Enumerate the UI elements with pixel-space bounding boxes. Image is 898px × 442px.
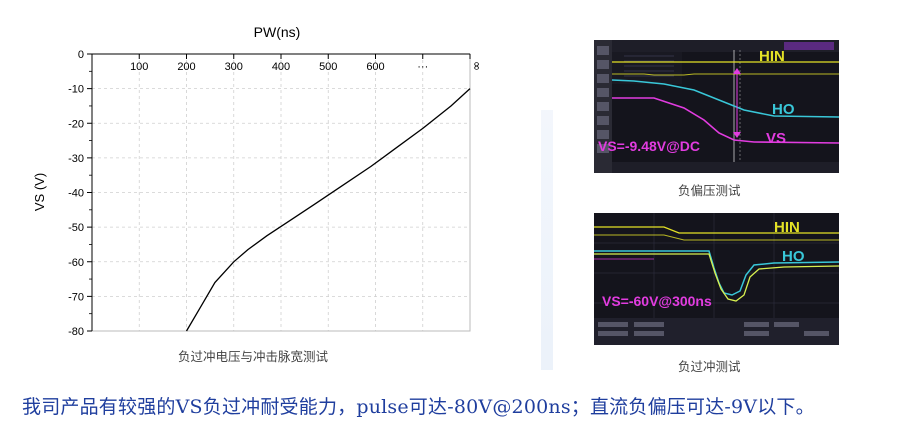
x-tick-label: 500 bbox=[319, 61, 337, 73]
scope-bottom-traces bbox=[594, 213, 839, 345]
decorative-strip bbox=[541, 110, 553, 370]
x-tick-label: 400 bbox=[272, 61, 290, 73]
scope-top-hin-label: HIN bbox=[759, 48, 785, 65]
scope-bottom-hin-label: HIN bbox=[774, 219, 800, 236]
x-tick-label: 600 bbox=[366, 61, 384, 73]
scope-top-measurement: VS=-9.48V@DC bbox=[598, 138, 700, 154]
y-axis-label: VS (V) bbox=[32, 173, 47, 211]
scope-bottom-ho-label: HO bbox=[782, 248, 805, 265]
grid-lines bbox=[92, 54, 470, 332]
scope-bottom-measurement: VS=-60V@300ns bbox=[602, 293, 712, 309]
x-tick-label: 300 bbox=[225, 61, 243, 73]
main-chart-caption: 负过冲电压与冲击脉宽测试 bbox=[178, 349, 329, 364]
negative-overshoot-chart: PW(ns) VS (V) 0-10-20-30-40-50-60-70-80 … bbox=[32, 24, 484, 338]
y-tick-label: -40 bbox=[68, 188, 84, 200]
x-tick-label: ∞ bbox=[470, 61, 484, 71]
y-tick-label: -70 bbox=[68, 291, 84, 303]
y-tick-label: 0 bbox=[78, 49, 84, 61]
chart-title: PW(ns) bbox=[254, 24, 301, 40]
scope-screenshot-bias: HIN HO VS VS=-9.48V@DC bbox=[594, 40, 839, 173]
y-tick-label: -60 bbox=[68, 257, 84, 269]
footer-summary: 我司产品有较强的VS负过冲耐受能力，pulse可达-80V@200ns；直流负偏… bbox=[22, 396, 815, 418]
scope-top-ho-label: HO bbox=[772, 101, 795, 118]
series-line bbox=[185, 88, 471, 332]
x-tick-label: 200 bbox=[177, 61, 195, 73]
y-tick-label: -10 bbox=[68, 84, 84, 96]
scope-top-caption: 负偏压测试 bbox=[678, 183, 741, 198]
x-ticks: 100 200 300 400 500 600 ··· ∞ bbox=[130, 54, 484, 73]
x-tick-label: ··· bbox=[417, 61, 428, 73]
x-tick-label: 100 bbox=[130, 61, 148, 73]
scope-top-traces bbox=[594, 40, 839, 173]
series-layer bbox=[185, 88, 471, 332]
scope-bottom-caption: 负过冲测试 bbox=[678, 359, 741, 374]
scope-screenshot-overshoot: HIN HO VS=-60V@300ns bbox=[594, 213, 839, 345]
y-tick-label: -20 bbox=[68, 118, 84, 130]
y-ticks: 0 -10 -20 -30 -40 -50 -60 -70 -80 bbox=[68, 49, 92, 338]
scope-top-vs-label: VS bbox=[766, 130, 787, 147]
y-tick-label: -50 bbox=[68, 222, 84, 234]
y-tick-label: -80 bbox=[68, 326, 84, 338]
y-tick-label: -30 bbox=[68, 153, 84, 165]
